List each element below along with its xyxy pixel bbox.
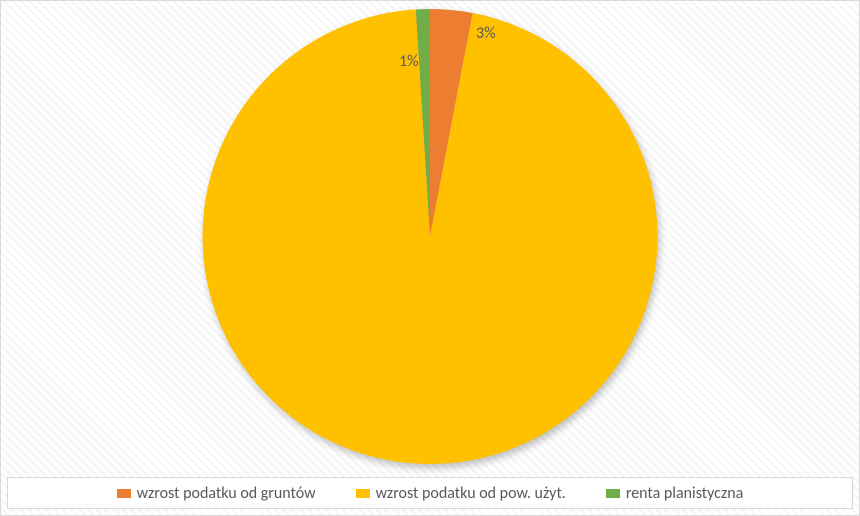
legend-label: wzrost podatku od pow. użyt. — [376, 484, 566, 503]
pie-svg — [203, 9, 658, 464]
legend-label: renta planistyczna — [626, 484, 743, 503]
legend-swatch — [117, 489, 131, 498]
slice-label-renta-planistyczna: 1% — [399, 54, 419, 70]
legend-swatch — [356, 489, 370, 498]
legend-swatch — [606, 489, 620, 498]
pie-canvas — [203, 9, 658, 464]
legend-item-renta-planistyczna: renta planistyczna — [606, 484, 743, 503]
legend-item-wzrost-podatku-od-gruntow: wzrost podatku od gruntów — [117, 484, 316, 503]
slice-label-wzrost-podatku-od-gruntow: 3% — [476, 26, 496, 42]
pie-chart: 3% 1% wzrost podatku od gruntów wzrost p… — [1, 1, 859, 515]
legend-item-wzrost-podatku-od-pow-uzyt: wzrost podatku od pow. użyt. — [356, 484, 566, 503]
legend-label: wzrost podatku od gruntów — [137, 484, 316, 503]
legend: wzrost podatku od gruntów wzrost podatku… — [7, 477, 853, 509]
